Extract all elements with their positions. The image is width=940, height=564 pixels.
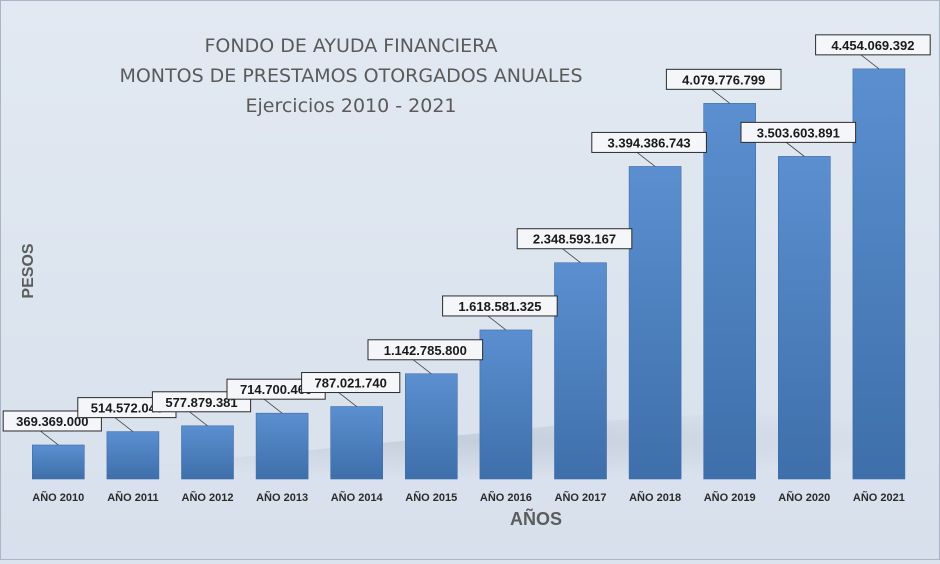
data-label-11: 4.454.069.392 [831, 38, 914, 53]
data-label-leader-2 [189, 411, 208, 427]
x-tick-label-3: AÑO 2013 [256, 491, 308, 504]
x-tick-label-11: AÑO 2021 [853, 491, 905, 504]
data-label-box-9 [665, 68, 782, 90]
data-label-leader-9 [711, 89, 730, 104]
data-label-6: 1.618.581.325 [458, 299, 541, 314]
data-label-leader-5 [413, 359, 432, 375]
bar-4 [330, 406, 384, 480]
data-label-10: 3.503.603.891 [757, 125, 840, 140]
data-label-5: 1.142.785.800 [384, 343, 467, 358]
data-label-0: 369.369.000 [16, 414, 88, 429]
chart-title-line-2: MONTOS DE PRESTAMOS OTORGADOS ANUALES [119, 65, 583, 87]
bar-10 [777, 156, 831, 480]
x-tick-label-2: AÑO 2012 [182, 491, 234, 504]
data-label-3: 714.700.460 [240, 382, 312, 397]
bar-0 [31, 444, 85, 480]
x-tick-label-0: AÑO 2010 [32, 491, 84, 504]
data-label-leader-3 [263, 398, 283, 414]
data-label-box-4 [301, 372, 401, 394]
data-label-box-5 [367, 339, 484, 361]
data-label-leader-11 [860, 54, 880, 70]
data-label-box-11 [815, 34, 931, 56]
x-tick-label-4: AÑO 2014 [331, 491, 384, 504]
data-label-1: 514.572.043 [91, 401, 163, 416]
data-label-leader-10 [786, 142, 805, 157]
data-label-9: 4.079.776.799 [682, 72, 765, 87]
bar-3 [255, 412, 309, 480]
data-label-leader-0 [40, 430, 59, 446]
y-axis-label: PESOS [20, 243, 37, 298]
x-tick-label-6: AÑO 2016 [480, 491, 532, 504]
data-label-box-10 [740, 121, 857, 143]
x-tick-label-9: AÑO 2019 [704, 491, 756, 504]
chart-subtitle: Ejercicios 2010 - 2021 [245, 95, 457, 117]
bar-2 [181, 425, 234, 480]
data-label-box-7 [516, 228, 633, 250]
data-label-4: 787.021.740 [315, 376, 387, 391]
chart-title-line-1: FONDO DE AYUDA FINANCIERA [204, 35, 498, 57]
data-label-box-0 [2, 410, 102, 432]
data-label-7: 2.348.593.167 [533, 232, 616, 247]
data-label-8: 3.394.386.743 [608, 135, 691, 150]
bar-8 [628, 166, 682, 480]
x-tick-label-8: AÑO 2018 [629, 491, 681, 504]
bar-5 [404, 373, 458, 480]
data-label-box-8 [591, 131, 707, 153]
data-label-leader-4 [338, 392, 357, 407]
bar-7 [554, 262, 607, 480]
x-tick-label-1: AÑO 2011 [107, 491, 158, 504]
bar-1 [106, 431, 160, 480]
data-label-leader-1 [114, 417, 134, 432]
data-label-leader-7 [562, 248, 581, 264]
x-tick-label-10: AÑO 2020 [778, 491, 830, 504]
data-label-leader-8 [636, 152, 656, 167]
x-tick-label-5: AÑO 2015 [405, 491, 457, 504]
data-label-leader-6 [487, 315, 507, 331]
bar-11 [852, 68, 906, 480]
y-axis-label-wrap: PESOS [20, 243, 37, 298]
data-label-box-6 [442, 295, 558, 317]
x-axis-label: AÑOS [509, 509, 562, 529]
x-tick-label-7: AÑO 2017 [555, 491, 607, 504]
bar-6 [479, 329, 533, 480]
data-label-box-2 [151, 391, 252, 413]
data-label-2: 577.879.381 [165, 395, 237, 410]
bar-9 [703, 103, 757, 480]
